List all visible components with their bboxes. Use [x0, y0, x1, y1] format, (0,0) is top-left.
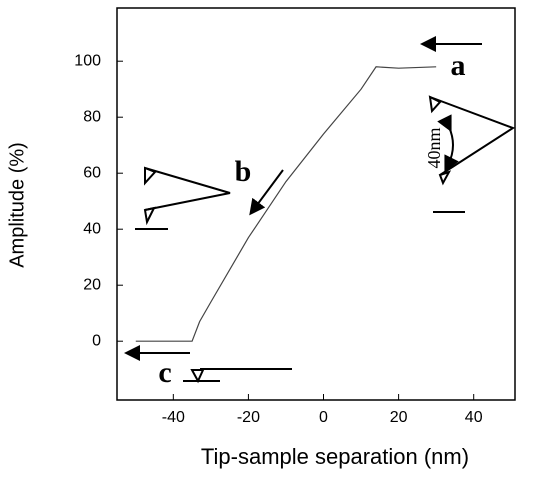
- annotation: a: [451, 49, 466, 82]
- x-tick-label: 0: [319, 409, 328, 426]
- y-tick-label: 40: [83, 220, 101, 237]
- x-tick-label: 40: [465, 409, 483, 426]
- illustrations: [124, 36, 516, 384]
- y-tick-label: 100: [74, 52, 101, 69]
- plot-frame: [116, 7, 516, 401]
- x-tick-label: -20: [237, 409, 260, 426]
- x-tick-label: -40: [162, 409, 185, 426]
- annotation: 40nm: [424, 127, 444, 168]
- y-axis-label: Amplitude (%): [6, 142, 28, 268]
- y-tick-label: 0: [92, 332, 101, 349]
- data-line: [135, 66, 437, 342]
- y-tick-label: 80: [83, 108, 101, 125]
- x-tick-label: 20: [390, 409, 408, 426]
- annotation: b: [235, 155, 252, 188]
- y-tick-label: 20: [83, 276, 101, 293]
- annotation: c: [158, 356, 171, 389]
- y-tick-label: 60: [83, 164, 101, 181]
- x-axis-label: Tip-sample separation (nm): [201, 444, 469, 469]
